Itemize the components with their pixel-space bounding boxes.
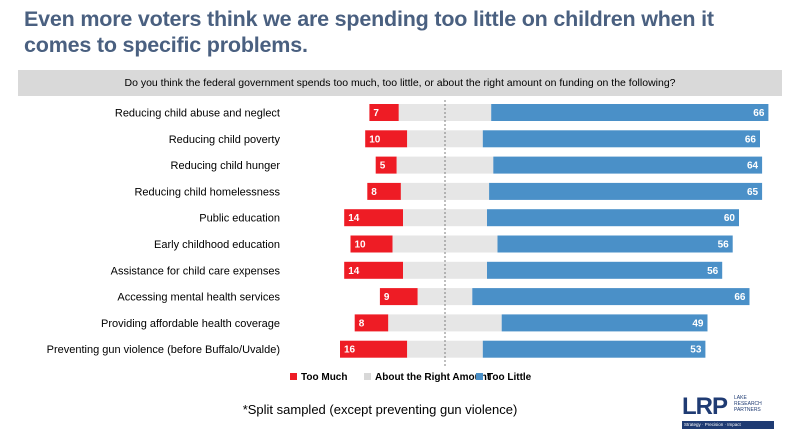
bar-too-little-reducing-child-hunger — [493, 156, 763, 174]
logo-subtitle: LAKE RESEARCH PARTNERS — [734, 395, 762, 413]
value-label-too-little-reducing-child-abuse-and-neglect: 66 — [753, 108, 765, 119]
bar-too-much-accessing-mental-health-services — [379, 288, 418, 306]
category-label-reducing-child-abuse-and-neglect: Reducing child abuse and neglect — [115, 108, 280, 120]
category-label-accessing-mental-health-services: Accessing mental health services — [117, 292, 280, 304]
value-label-too-much-assistance-for-child-care-expenses: 14 — [348, 266, 360, 277]
bar-too-much-assistance-for-child-care-expenses — [344, 261, 403, 279]
bar-too-little-early-childhood-education — [497, 235, 733, 253]
bar-too-little-providing-affordable-health-coverage — [501, 314, 708, 332]
legend-label-about-right: About the Right Amount — [375, 372, 491, 383]
value-label-too-much-reducing-child-homelessness: 8 — [371, 187, 377, 198]
bar-too-little-accessing-mental-health-services — [472, 288, 750, 306]
bar-about-right-providing-affordable-health-coverage — [388, 314, 502, 332]
legend-too-much: Too Much — [290, 372, 347, 383]
legend-swatch-about-right — [364, 373, 371, 380]
value-label-too-much-providing-affordable-health-coverage: 8 — [359, 318, 365, 329]
category-label-early-childhood-education: Early childhood education — [154, 239, 280, 251]
bar-too-much-providing-affordable-health-coverage — [354, 314, 389, 332]
bar-too-little-reducing-child-poverty — [482, 130, 760, 148]
category-label-reducing-child-homelessness: Reducing child homelessness — [134, 186, 280, 198]
bar-too-much-preventing-gun-violence-before-buffalo-uvalde — [340, 340, 408, 358]
bar-too-much-reducing-child-abuse-and-neglect — [369, 104, 399, 121]
value-label-too-much-preventing-gun-violence-before-buffalo-uvalde: 16 — [344, 345, 356, 356]
stacked-bar-chart: Reducing child abuse and neglect 7 66 Reduc… — [47, 100, 769, 367]
legend-swatch-too-little — [476, 373, 483, 380]
legend-about-right: About the Right Amount — [364, 372, 490, 383]
bar-about-right-reducing-child-homelessness — [400, 182, 490, 200]
value-label-too-little-public-education: 60 — [724, 213, 736, 224]
logo-mark: LRP — [682, 393, 728, 420]
value-label-too-much-reducing-child-poverty: 10 — [369, 134, 381, 145]
legend-label-too-little: Too Little — [487, 372, 532, 383]
value-label-too-much-accessing-mental-health-services: 9 — [384, 292, 390, 303]
bar-too-little-public-education — [487, 209, 739, 227]
value-label-too-much-early-childhood-education: 10 — [355, 240, 367, 251]
value-label-too-little-providing-affordable-health-coverage: 49 — [692, 318, 704, 329]
category-label-providing-affordable-health-coverage: Providing affordable health coverage — [101, 318, 280, 330]
bar-too-much-reducing-child-hunger — [375, 156, 397, 174]
value-label-too-little-reducing-child-hunger: 64 — [747, 161, 759, 172]
question-banner: Do you think the federal government spen… — [18, 70, 782, 96]
legend-too-little: Too Little — [476, 372, 531, 383]
legend-label-too-much: Too Much — [301, 372, 348, 383]
bar-too-much-public-education — [344, 209, 403, 227]
page-title: Even more voters think we are spending t… — [24, 7, 714, 57]
bar-about-right-reducing-child-poverty — [407, 130, 483, 148]
bar-about-right-assistance-for-child-care-expenses — [403, 261, 487, 279]
lrp-logo: LRP LAKE RESEARCH PARTNERS Strategy · Pr… — [682, 393, 774, 433]
footnote: *Split sampled (except preventing gun vi… — [242, 402, 518, 417]
value-label-too-little-early-childhood-education: 56 — [718, 240, 730, 251]
bar-too-much-reducing-child-homelessness — [367, 182, 401, 200]
value-label-too-little-reducing-child-homelessness: 65 — [747, 187, 759, 198]
value-label-too-little-accessing-mental-health-services: 66 — [734, 292, 746, 303]
bar-too-much-reducing-child-poverty — [365, 130, 408, 148]
value-label-too-little-reducing-child-poverty: 66 — [745, 134, 757, 145]
bar-too-little-assistance-for-child-care-expenses — [487, 261, 723, 279]
value-label-too-much-reducing-child-abuse-and-neglect: 7 — [373, 108, 379, 119]
category-label-assistance-for-child-care-expenses: Assistance for child care expenses — [111, 265, 281, 277]
value-label-too-much-public-education: 14 — [348, 213, 360, 224]
value-label-too-much-reducing-child-hunger: 5 — [380, 161, 386, 172]
category-label-reducing-child-hunger: Reducing child hunger — [171, 160, 281, 172]
value-label-too-little-preventing-gun-violence-before-buffalo-uvalde: 53 — [690, 345, 702, 356]
category-label-public-education: Public education — [199, 213, 280, 225]
value-label-too-little-assistance-for-child-care-expenses: 56 — [707, 266, 719, 277]
bar-too-little-reducing-child-abuse-and-neglect — [491, 104, 769, 121]
legend-swatch-too-much — [290, 373, 297, 380]
bar-too-much-early-childhood-education — [350, 235, 393, 253]
bar-too-little-reducing-child-homelessness — [489, 182, 763, 200]
logo-tagline: Strategy · Precision · Impact — [682, 421, 774, 429]
category-label-preventing-gun-violence-before-buffalo-uvalde: Preventing gun violence (before Buffalo/… — [47, 344, 280, 356]
category-label-reducing-child-poverty: Reducing child poverty — [169, 134, 281, 146]
bar-too-little-preventing-gun-violence-before-buffalo-uvalde — [482, 340, 706, 358]
